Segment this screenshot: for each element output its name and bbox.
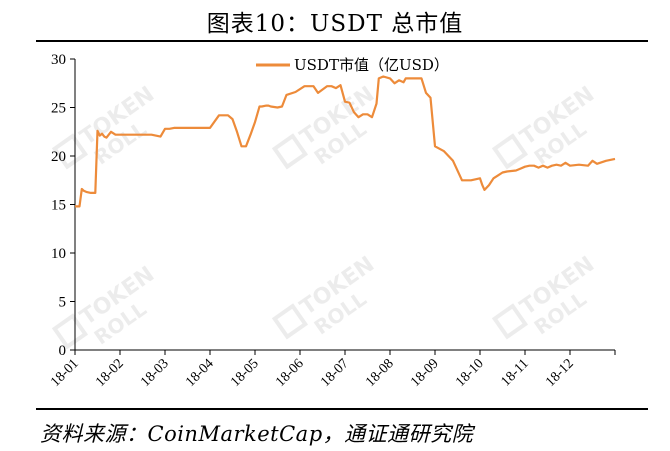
x-tick-label: 18-12 bbox=[543, 356, 577, 390]
x-tick-label: 18-03 bbox=[138, 356, 172, 390]
x-tick-label: 18-10 bbox=[453, 356, 487, 390]
x-tick-label: 18-07 bbox=[318, 356, 352, 390]
x-tick-label: 18-01 bbox=[48, 356, 82, 390]
y-tick-label: 5 bbox=[59, 295, 67, 311]
chart-legend: USDT市值（亿USD） bbox=[256, 56, 449, 74]
watermark-logo-icon bbox=[271, 303, 309, 340]
watermark-logo-icon bbox=[491, 133, 529, 170]
watermark-logo-icon bbox=[51, 133, 89, 170]
x-tick-label: 18-05 bbox=[228, 356, 262, 390]
watermark-logo-icon bbox=[491, 303, 529, 340]
x-tick-label: 18-09 bbox=[408, 356, 442, 390]
y-tick-label: 30 bbox=[51, 52, 66, 68]
watermark-logo-icon bbox=[271, 133, 309, 170]
bottom-rule bbox=[36, 408, 648, 410]
y-tick-label: 10 bbox=[51, 246, 66, 262]
source-note: 资料来源：CoinMarketCap，通证通研究院 bbox=[40, 422, 474, 446]
y-tick-label: 0 bbox=[59, 343, 67, 359]
title-rule bbox=[36, 40, 648, 42]
series-line-usdt bbox=[75, 75, 616, 208]
x-tick-label: 18-08 bbox=[363, 356, 397, 390]
legend-label: USDT市值（亿USD） bbox=[294, 56, 449, 74]
series-group bbox=[75, 75, 616, 208]
y-tick-label: 15 bbox=[51, 198, 66, 214]
y-tick-label: 20 bbox=[51, 149, 66, 165]
x-tick-label: 18-04 bbox=[183, 356, 217, 390]
x-axis-ticks: 18-01 18-02 18-03 18-04 18-05 18-06 18-07 18-08… bbox=[48, 350, 616, 390]
x-tick-label: 18-11 bbox=[498, 356, 531, 389]
x-tick-label: 18-06 bbox=[273, 356, 307, 390]
x-tick-label: 18-02 bbox=[93, 356, 127, 390]
y-tick-label: 25 bbox=[51, 101, 66, 117]
figure-title: 图表10：USDT 总市值 bbox=[206, 11, 464, 37]
watermark-logo-icon bbox=[51, 313, 89, 350]
y-axis-ticks: 0 5 10 15 20 25 30 bbox=[51, 52, 75, 359]
